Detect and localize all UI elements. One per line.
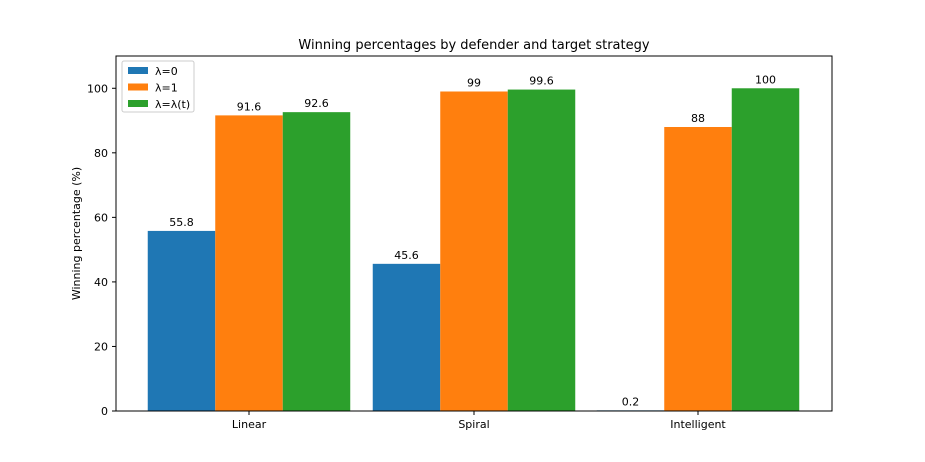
- bar-intelligent-series-1: [664, 127, 732, 411]
- bar-spiral-series-0: [372, 263, 441, 411]
- legend-swatch: [128, 67, 148, 74]
- legend-label: λ=λ(t): [155, 98, 190, 111]
- legend-label: λ=0: [155, 65, 178, 78]
- bar-intelligent-series-2: [731, 88, 800, 411]
- data-label: 92.6: [304, 97, 329, 110]
- y-axis-label-group: Winning percentage (%): [70, 167, 83, 300]
- plot-area: 55.8 45.6 0.2 91.6 99 88 92.6 99.6 100 0 20 40 60 80 1…: [87, 55, 833, 431]
- chart-title: Winning percentages by defender and targ…: [298, 38, 649, 53]
- bar-linear-series-2: [282, 112, 351, 412]
- y-tick-label: 60: [94, 211, 108, 224]
- y-tick-label: 40: [94, 276, 108, 289]
- x-tick-label: Linear: [232, 418, 267, 431]
- data-label: 45.6: [394, 249, 419, 262]
- data-label: 91.6: [237, 100, 262, 113]
- legend-label: λ=1: [155, 82, 178, 95]
- bar-spiral-series-1: [440, 91, 508, 411]
- bar-linear-series-1: [215, 115, 283, 411]
- data-label: 55.8: [169, 216, 194, 229]
- x-tick-label: Intelligent: [670, 418, 726, 431]
- data-label: 100: [755, 73, 776, 86]
- legend-swatch: [128, 100, 148, 107]
- x-tick-label: Spiral: [458, 418, 489, 431]
- y-tick-label: 80: [94, 147, 108, 160]
- data-label: 99: [467, 77, 481, 90]
- bar-linear-series-0: [147, 230, 216, 411]
- legend-swatch: [128, 83, 148, 91]
- bar-spiral-series-2: [507, 89, 576, 412]
- y-tick-label: 0: [101, 405, 108, 418]
- y-axis-label: Winning percentage (%): [70, 167, 83, 300]
- legend: λ=0 λ=1 λ=λ(t): [121, 60, 195, 113]
- data-label: 88: [691, 112, 705, 125]
- data-label: 99.6: [529, 75, 554, 88]
- y-tick-label: 20: [94, 340, 108, 353]
- y-tick-label: 100: [87, 82, 108, 95]
- data-label: 0.2: [622, 395, 640, 408]
